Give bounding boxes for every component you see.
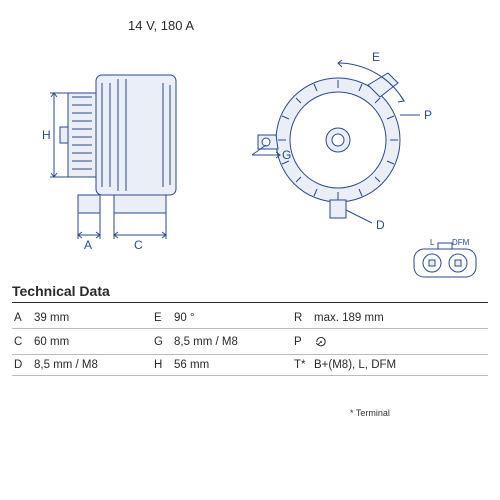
rotation-icon [312,329,488,355]
terminal-footnote: * Terminal [350,408,390,418]
dim-label-e: E [372,50,380,64]
dim-label-d: D [376,218,385,232]
dim-label-h: H [42,128,51,142]
connector-drawing: L DFM [410,235,480,283]
section-heading: Technical Data [12,283,110,299]
heading-rule [12,302,488,303]
dim-label-a: A [84,238,92,252]
rating-text: 14 V, 180 A [128,18,194,33]
spec-key: D [12,355,32,376]
front-view-drawing: E P G D [238,45,448,255]
spec-key: H [152,355,172,376]
technical-drawing: H A C [0,45,500,270]
spec-key: P [292,329,312,355]
spec-value: 39 mm [32,308,152,329]
spec-value: B+(M8), L, DFM [312,355,488,376]
connector-label-dfm: DFM [452,238,470,247]
dim-label-p: P [424,108,432,122]
connector-label-l: L [430,238,435,247]
table-row: A39 mmE90 °Rmax. 189 mm [12,308,488,329]
table-row: D8,5 mm / M8H56 mmT*B+(M8), L, DFM [12,355,488,376]
dim-label-c: C [134,238,143,252]
spec-key: C [12,329,32,355]
spec-value: 60 mm [32,329,152,355]
spec-value: 8,5 mm / M8 [172,329,292,355]
spec-key: A [12,308,32,329]
table-row: C60 mmG8,5 mm / M8P [12,329,488,355]
spec-value: 8,5 mm / M8 [32,355,152,376]
side-view-drawing: H A C [18,45,248,265]
spec-key: R [292,308,312,329]
spec-value: 90 ° [172,308,292,329]
dim-label-g: G [282,148,291,162]
spec-key: G [152,329,172,355]
technical-data-table: A39 mmE90 °Rmax. 189 mmC60 mmG8,5 mm / M… [12,308,488,376]
spec-value: max. 189 mm [312,308,488,329]
spec-value: 56 mm [172,355,292,376]
spec-key: T* [292,355,312,376]
spec-key: E [152,308,172,329]
